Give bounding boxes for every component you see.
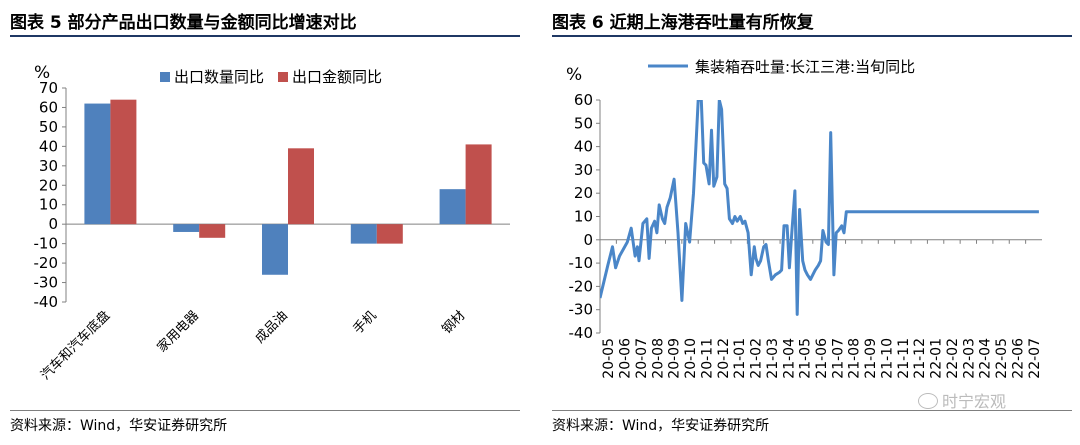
y-tick-label: -40	[34, 293, 59, 311]
y-tick-label: 0	[48, 215, 58, 233]
legend-swatch	[278, 72, 288, 82]
x-tick-label: 21-10	[879, 338, 895, 379]
x-tick-label: 20-11	[699, 338, 715, 379]
x-tick-label: 22-03	[961, 338, 977, 379]
x-tick-label: 22-02	[945, 338, 961, 379]
y-tick-label: -10	[34, 235, 59, 253]
y-tick-label: 40	[39, 137, 58, 155]
bar-quantity	[173, 224, 200, 232]
left-title-rule	[10, 35, 520, 37]
x-tick-label: 20-06	[618, 338, 634, 379]
x-tick-label: 21-01	[732, 338, 748, 379]
x-tick-label: 21-06	[814, 338, 830, 379]
right-source-note: 资料来源：Wind，华安证券研究所	[552, 418, 770, 434]
x-category-label: 成品油	[253, 308, 291, 346]
y-tick-label: 20	[574, 184, 593, 202]
x-tick-label: 20-12	[716, 338, 732, 379]
left-source-note: 资料来源：Wind，华安证券研究所	[10, 418, 228, 434]
y-unit-label: %	[34, 63, 50, 83]
x-tick-label: 21-07	[830, 338, 846, 379]
x-tick-label: 20-09	[667, 338, 683, 379]
x-tick-label: 22-01	[929, 338, 945, 379]
watermark-text: 时宁宏观	[942, 392, 1007, 411]
x-tick-label: 21-04	[781, 338, 797, 379]
y-tick-label: 70	[39, 79, 58, 97]
right-source-rule	[552, 410, 1072, 411]
x-category-label: 手机	[351, 308, 380, 337]
legend-label: 集装箱吞吐量:长江三港:当旬同比	[695, 58, 915, 76]
y-tick-label: 30	[39, 157, 58, 175]
legend-label: 出口金额同比	[292, 68, 382, 86]
right-title-rule	[552, 35, 1072, 37]
x-tick-label: 20-08	[650, 338, 666, 379]
y-tick-label: 50	[39, 118, 58, 136]
x-tick-label: 21-05	[798, 338, 814, 379]
series-line	[600, 100, 1039, 316]
x-category-label: 汽车和汽车底盘	[38, 308, 114, 384]
x-category-label: 钢材	[439, 308, 468, 337]
y-tick-label: 50	[574, 114, 593, 132]
y-tick-label: 60	[574, 91, 593, 109]
y-tick-label: -20	[34, 254, 59, 272]
x-tick-label: 21-08	[847, 338, 863, 379]
x-tick-label: 22-07	[1027, 338, 1043, 379]
x-tick-label: 21-02	[749, 338, 765, 379]
y-tick-label: 0	[583, 231, 593, 249]
x-tick-label: 21-11	[896, 338, 912, 379]
x-tick-label: 21-03	[765, 338, 781, 379]
x-tick-label: 21-12	[912, 338, 928, 379]
y-tick-label: 30	[574, 161, 593, 179]
watermark: 时宁宏观	[918, 388, 1006, 412]
bar-value	[199, 224, 226, 238]
y-tick-label: 10	[39, 196, 58, 214]
bar-value	[110, 99, 137, 225]
x-tick-label: 22-06	[1010, 338, 1026, 379]
x-tick-label: 20-10	[683, 338, 699, 379]
legend-swatch	[160, 72, 170, 82]
y-tick-label: -40	[569, 324, 594, 342]
left-source-rule	[10, 410, 520, 411]
x-tick-label: 21-09	[863, 338, 879, 379]
bar-value	[465, 144, 492, 225]
y-tick-label: 20	[39, 176, 58, 194]
bar-quantity	[262, 224, 288, 275]
y-tick-label: -10	[569, 254, 594, 272]
x-tick-label: 20-07	[634, 338, 650, 379]
y-tick-label: 40	[574, 138, 593, 156]
y-tick-label: -30	[569, 301, 594, 319]
right-chart-title: 图表 6 近期上海港吞吐量有所恢复	[552, 13, 814, 33]
x-category-label: 家用电器	[154, 308, 202, 356]
x-tick-label: 20-05	[601, 338, 617, 379]
y-unit-label: %	[566, 65, 582, 85]
y-tick-label: 60	[39, 98, 58, 116]
x-tick-label: 22-05	[994, 338, 1010, 379]
y-tick-label: 10	[574, 208, 593, 226]
bar-value	[376, 224, 403, 244]
bar-quantity	[350, 224, 377, 244]
left-chart-title: 图表 5 部分产品出口数量与金额同比增速对比	[10, 13, 357, 33]
wechat-icon	[918, 393, 938, 409]
bar-quantity	[439, 189, 466, 225]
bar-quantity	[84, 103, 111, 225]
y-tick-label: -20	[569, 277, 594, 295]
bar-value	[288, 148, 314, 225]
legend-label: 出口数量同比	[174, 68, 264, 86]
x-tick-label: 22-04	[978, 338, 994, 379]
y-tick-label: -30	[34, 274, 59, 292]
